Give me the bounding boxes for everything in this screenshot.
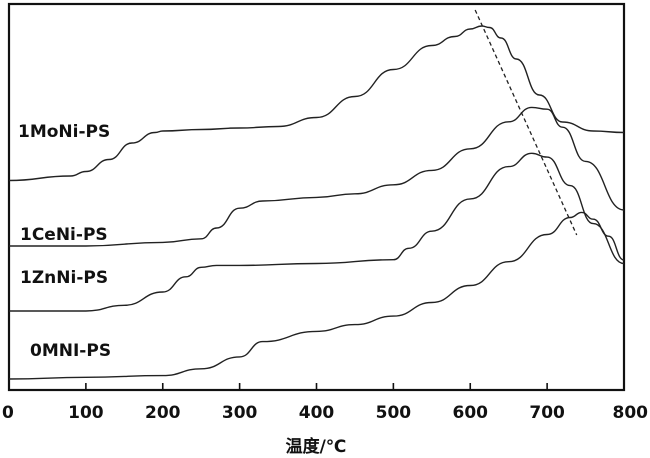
x-axis-tick-labels: 0 100 200 300 400 500 600 700 800 — [2, 403, 648, 423]
series-curves — [8, 25, 625, 380]
x-tick-label-700: 700 — [529, 403, 565, 423]
series-label-1CeNi-PS: 1CeNi-PS — [20, 225, 108, 245]
dashed-peak-line-0 — [474, 9, 578, 236]
peak-shift-line — [474, 9, 578, 236]
series-line-1MoNi-PS — [8, 25, 625, 182]
series-label-1MoNi-PS: 1MoNi-PS — [18, 122, 110, 142]
x-tick-label-0: 0 — [2, 403, 14, 423]
series-line-1CeNi-PS — [8, 106, 625, 247]
x-axis-title: 温度/℃ — [286, 436, 347, 457]
x-tick-label-100: 100 — [68, 403, 104, 423]
x-tick-label-400: 400 — [299, 403, 335, 423]
series-label-0MNI-PS: 0MNI-PS — [30, 341, 111, 361]
x-tick-label-600: 600 — [453, 403, 489, 423]
x-tick-label-500: 500 — [376, 403, 412, 423]
x-axis-ticks — [8, 383, 625, 390]
series-label-1ZnNi-PS: 1ZnNi-PS — [20, 268, 108, 288]
series-line-0MNI-PS — [8, 211, 625, 380]
series-line-1ZnNi-PS — [9, 152, 625, 312]
x-tick-label-800: 800 — [613, 403, 649, 423]
x-tick-label-300: 300 — [222, 403, 258, 423]
series-labels: 1MoNi-PS 1CeNi-PS 1ZnNi-PS 0MNI-PS — [18, 122, 111, 361]
x-tick-label-200: 200 — [145, 403, 181, 423]
